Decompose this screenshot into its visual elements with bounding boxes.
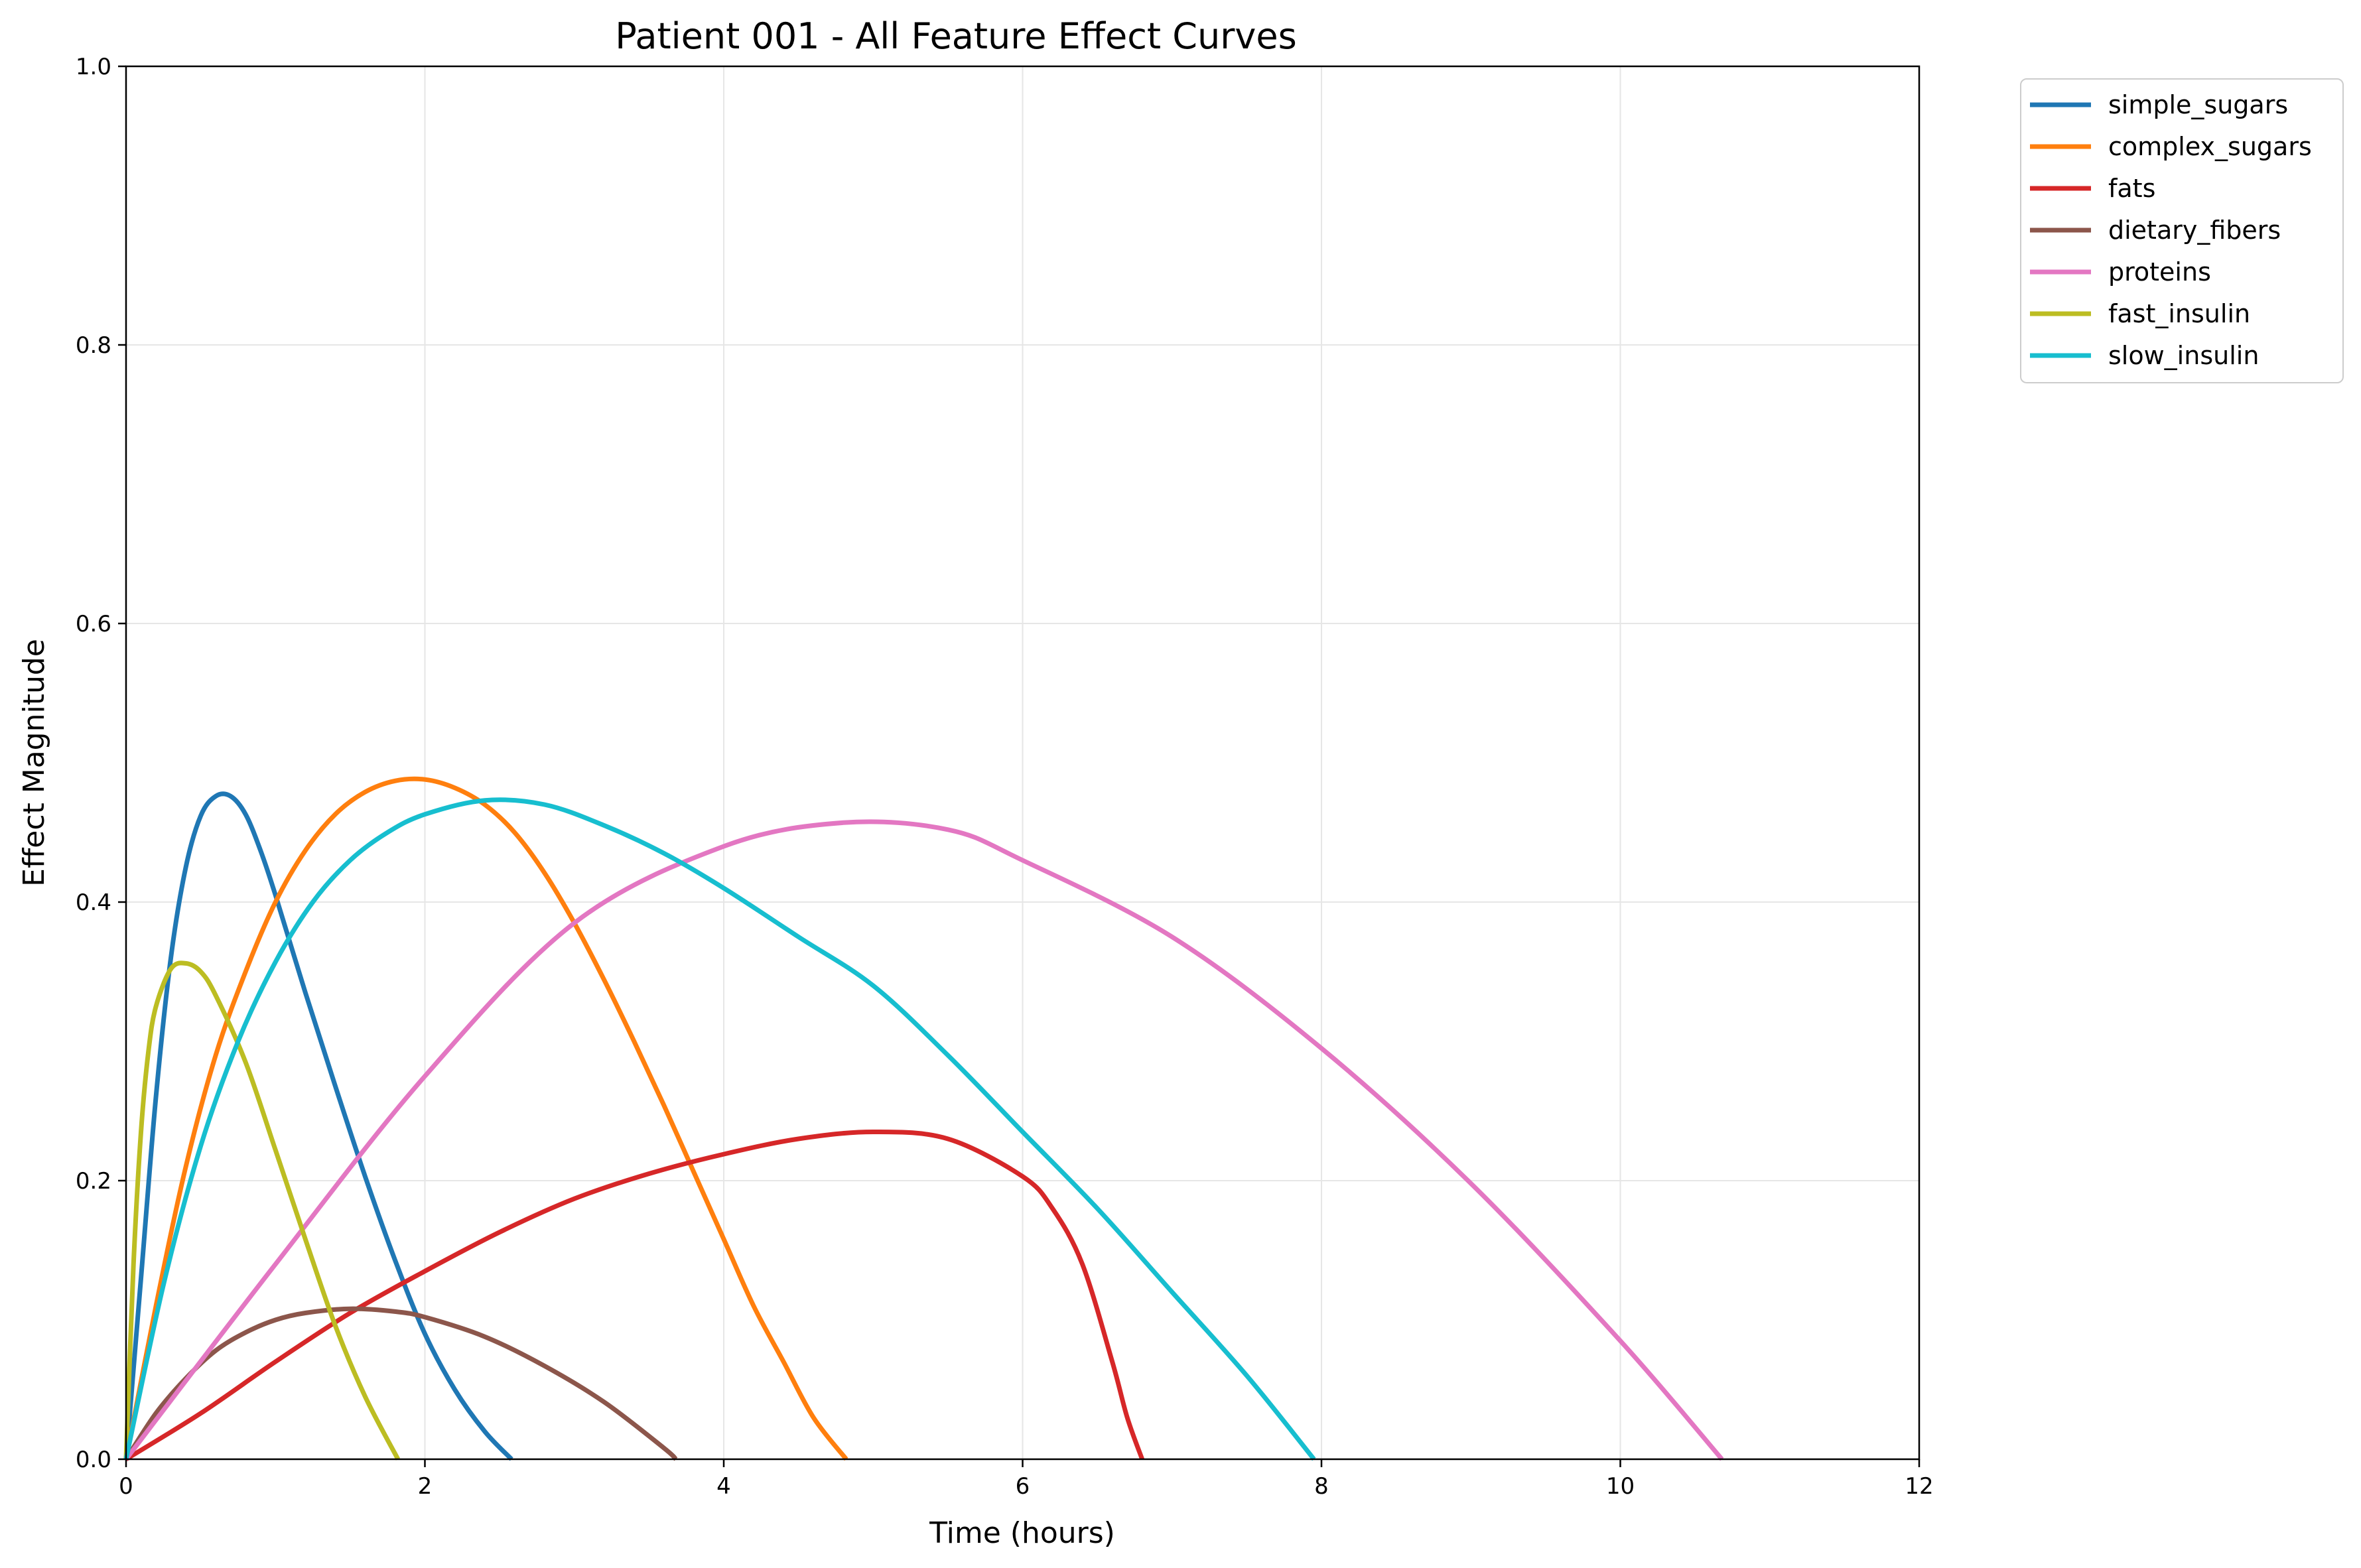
y-tick-label: 0.0 [76, 1447, 111, 1473]
series-line-fats [125, 1129, 1144, 1461]
x-axis-label: Time (hours) [929, 1516, 1115, 1550]
legend-label-slow-insulin: slow_insulin [2108, 341, 2259, 370]
series-line-simple-sugars [123, 791, 513, 1461]
x-tick-label: 4 [716, 1473, 731, 1500]
legend-label-fast-insulin: fast_insulin [2108, 299, 2250, 328]
y-tick-label: 0.4 [76, 889, 111, 916]
x-tick-label: 6 [1016, 1473, 1030, 1500]
x-tick-label: 8 [1314, 1473, 1329, 1500]
x-tick-label: 0 [119, 1473, 133, 1500]
legend-box [2020, 78, 2344, 383]
y-tick-label: 0.6 [76, 611, 111, 637]
x-tick-label: 10 [1606, 1473, 1635, 1500]
legend-label-complex-sugars: complex_sugars [2108, 132, 2312, 161]
series-line-slow-insulin [123, 797, 1316, 1461]
series-line-proteins [124, 819, 1724, 1461]
legend-label-simple-sugars: simple_sugars [2108, 90, 2288, 119]
legend-label-fats: fats [2108, 174, 2155, 203]
legend-label-proteins: proteins [2108, 257, 2211, 287]
series-lines [123, 776, 1724, 1461]
y-axis-label: Effect Magnitude [17, 639, 51, 887]
x-tick-label: 2 [418, 1473, 433, 1500]
y-tick-label: 0.8 [76, 332, 111, 359]
chart-title: Patient 001 - All Feature Effect Curves [615, 15, 1296, 57]
y-tick-label: 1.0 [76, 54, 111, 80]
ticks: 0 2 4 6 8 10 12 0.0 0.2 0.4 0.6 0.8 1.0 [76, 54, 1934, 1500]
y-tick-label: 0.2 [76, 1168, 111, 1195]
legend-label-dietary-fibers: dietary_fibers [2108, 216, 2281, 245]
x-tick-label: 12 [1905, 1473, 1933, 1500]
series-line-fast-insulin [123, 960, 401, 1461]
